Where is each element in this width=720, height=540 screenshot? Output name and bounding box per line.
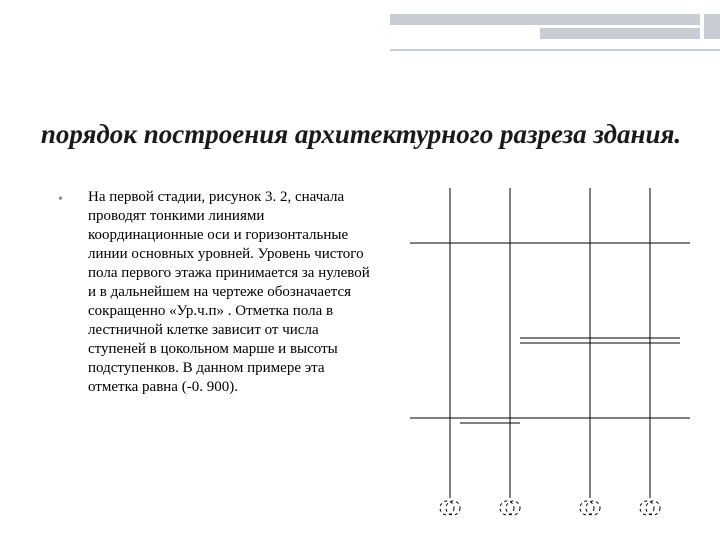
body-text: На первой стадии, рисунок 3. 2, сначала … (88, 188, 376, 518)
bullet-marker: • (58, 188, 74, 518)
axes-svg (390, 188, 690, 518)
slide-title: порядок построения архитектурного разрез… (36, 118, 686, 152)
body-row: • На первой стадии, рисунок 3. 2, сначал… (58, 188, 688, 518)
construction-axes-diagram (390, 188, 688, 518)
slide: порядок построения архитектурного разрез… (0, 0, 720, 540)
corner-decoration (390, 0, 720, 56)
